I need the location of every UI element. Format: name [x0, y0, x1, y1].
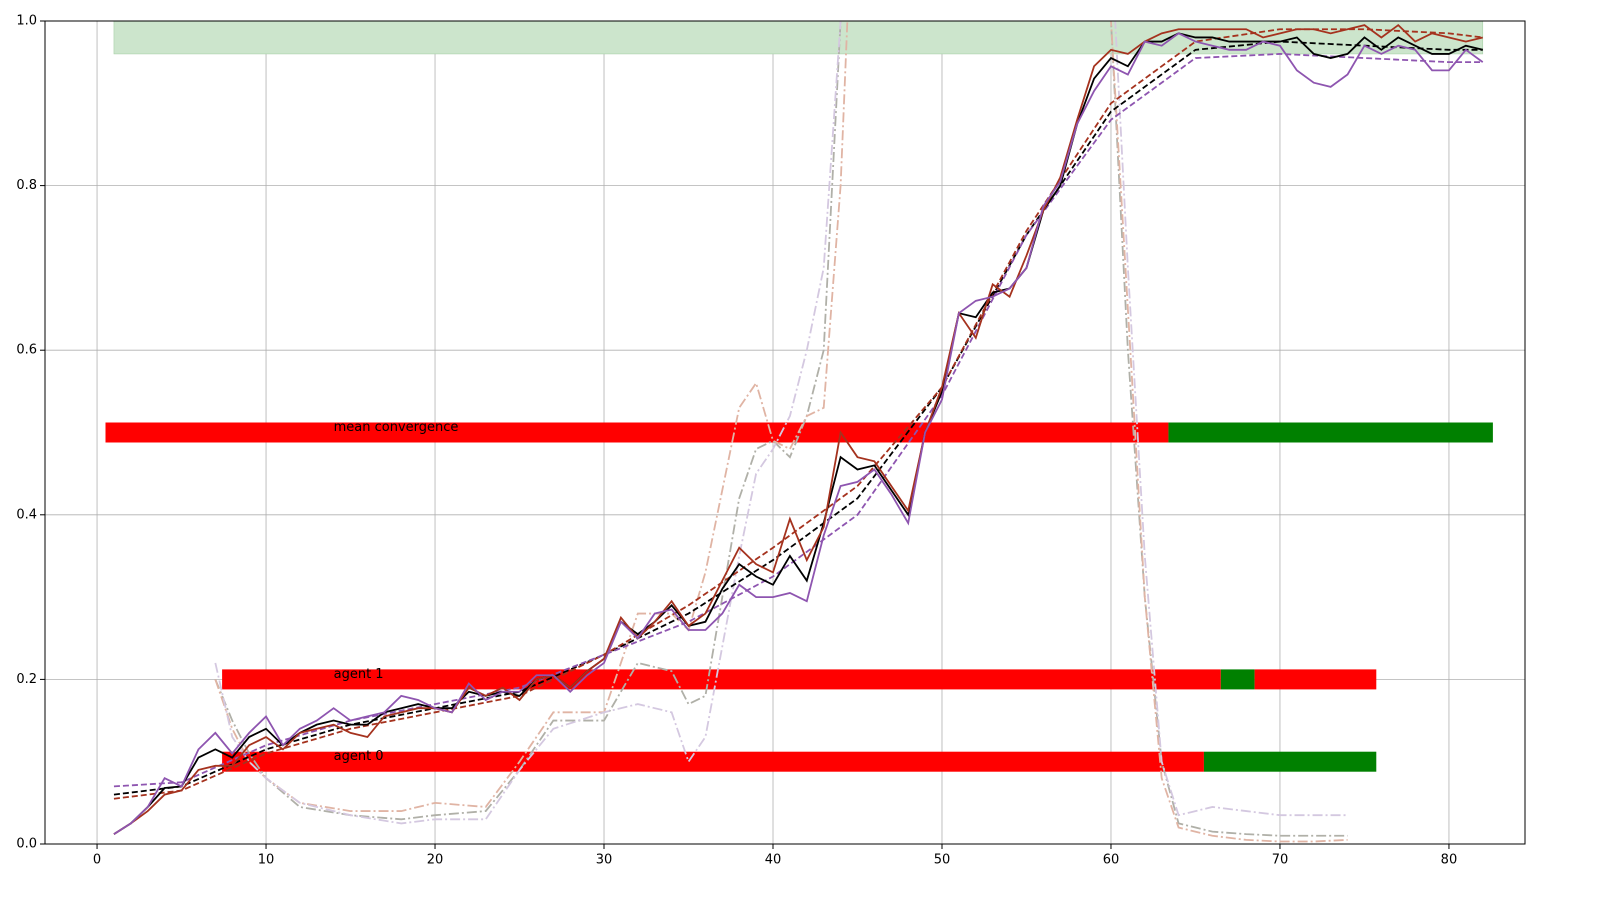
x-tick-label: 30 — [596, 853, 613, 868]
bar-label: mean convergence — [334, 420, 459, 435]
convergence-segment — [1203, 751, 1377, 772]
y-tick-label: 0.4 — [16, 507, 37, 522]
x-tick-label: 20 — [427, 853, 444, 868]
solid-line — [113, 32, 1483, 835]
y-tick-label: 0.6 — [16, 343, 37, 358]
solid-line — [113, 32, 1484, 835]
x-tick-label: 50 — [934, 853, 951, 868]
x-tick-label: 80 — [1441, 853, 1458, 868]
dashed-line — [113, 53, 1483, 788]
x-tick-label: 40 — [765, 853, 782, 868]
target-band — [113, 21, 1484, 55]
convergence-segment — [105, 422, 1169, 443]
convergence-segment — [1254, 669, 1377, 690]
plot-frame — [44, 20, 1526, 845]
bar-label: agent 0 — [334, 749, 384, 764]
dashdot-line — [214, 21, 1348, 837]
y-tick-label: 0.8 — [16, 178, 37, 193]
x-tick-label: 60 — [1103, 853, 1120, 868]
dashdot-line — [214, 21, 1348, 843]
convergence-segment — [1220, 669, 1255, 690]
dashed-line — [113, 28, 1483, 800]
dashdot-line — [214, 21, 1348, 825]
y-tick-label: 0.0 — [16, 837, 37, 852]
x-tick-label: 0 — [93, 853, 101, 868]
y-tick-label: 0.2 — [16, 672, 37, 687]
solid-line — [113, 23, 1483, 835]
convergence-segment — [1168, 422, 1493, 443]
dashed-line — [113, 40, 1483, 796]
convergence-segment — [222, 751, 1204, 772]
x-tick-label: 10 — [258, 853, 275, 868]
plot-area — [105, 21, 1493, 843]
convergence-segment — [222, 669, 1221, 690]
x-tick-label: 70 — [1272, 853, 1289, 868]
bar-label: agent 1 — [334, 667, 384, 682]
y-tick-label: 1.0 — [16, 14, 37, 29]
